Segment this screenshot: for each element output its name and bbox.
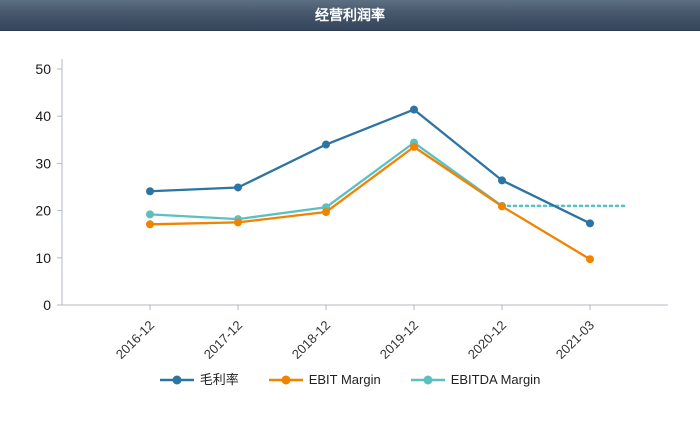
legend-label: EBIT Margin [308, 372, 381, 387]
x-tick-label: 2020-12 [465, 318, 509, 362]
legend-item-EBIT Margin[interactable]: EBIT Margin [268, 372, 381, 387]
y-tick-label: 20 [35, 203, 51, 219]
x-tick-label: 2019-12 [377, 318, 421, 362]
y-tick-label: 30 [35, 155, 51, 171]
series-line-EBIT Margin [148, 145, 592, 261]
y-tick-label: 40 [35, 108, 51, 124]
y-tick-label: 10 [35, 250, 51, 266]
data-point-EBIT Margin[interactable] [586, 255, 594, 264]
chart-title-bar: 经营利润率 [0, 0, 700, 31]
line-chart: 0 10 20 30 40 50 2016-12 2017-12 2018-12 2019-12 2… [35, 59, 668, 362]
legend-marker [159, 375, 194, 385]
y-tick-label: 0 [43, 297, 51, 313]
chart-title: 经营利润率 [315, 7, 385, 23]
data-point-毛利率[interactable] [234, 183, 242, 192]
y-tick-label: 50 [35, 61, 51, 77]
data-point-EBIT Margin[interactable] [322, 208, 330, 217]
legend-item-EBITDA Margin[interactable]: EBITDA Margin [410, 372, 541, 387]
data-point-EBITDA Margin[interactable] [146, 210, 154, 219]
legend-marker [268, 375, 303, 385]
data-point-EBIT Margin[interactable] [498, 202, 506, 211]
data-point-EBIT Margin[interactable] [410, 142, 418, 151]
data-point-EBIT Margin[interactable] [234, 218, 242, 227]
data-point-EBIT Margin[interactable] [146, 220, 154, 229]
legend-item-毛利率[interactable]: 毛利率 [159, 372, 239, 387]
chart-legend: 毛利率 EBIT Margin EBITDA Margin [0, 373, 700, 387]
x-tick-label: 2018-12 [289, 318, 333, 362]
x-tick-label: 2016-12 [113, 318, 157, 362]
x-tick-label: 2021-03 [553, 318, 597, 362]
data-point-毛利率[interactable] [586, 219, 594, 228]
data-point-毛利率[interactable] [146, 187, 154, 196]
data-point-毛利率[interactable] [498, 176, 506, 185]
chart-area: 0 10 20 30 40 50 2016-12 2017-12 2018-12 2019-12 2… [0, 37, 700, 373]
series-line-毛利率 [148, 108, 592, 225]
x-tick-label: 2017-12 [201, 318, 245, 362]
legend-label: EBITDA Margin [450, 372, 541, 387]
data-point-毛利率[interactable] [410, 105, 418, 114]
legend-label: 毛利率 [199, 372, 239, 387]
data-point-毛利率[interactable] [322, 140, 330, 149]
legend-marker [410, 375, 445, 385]
